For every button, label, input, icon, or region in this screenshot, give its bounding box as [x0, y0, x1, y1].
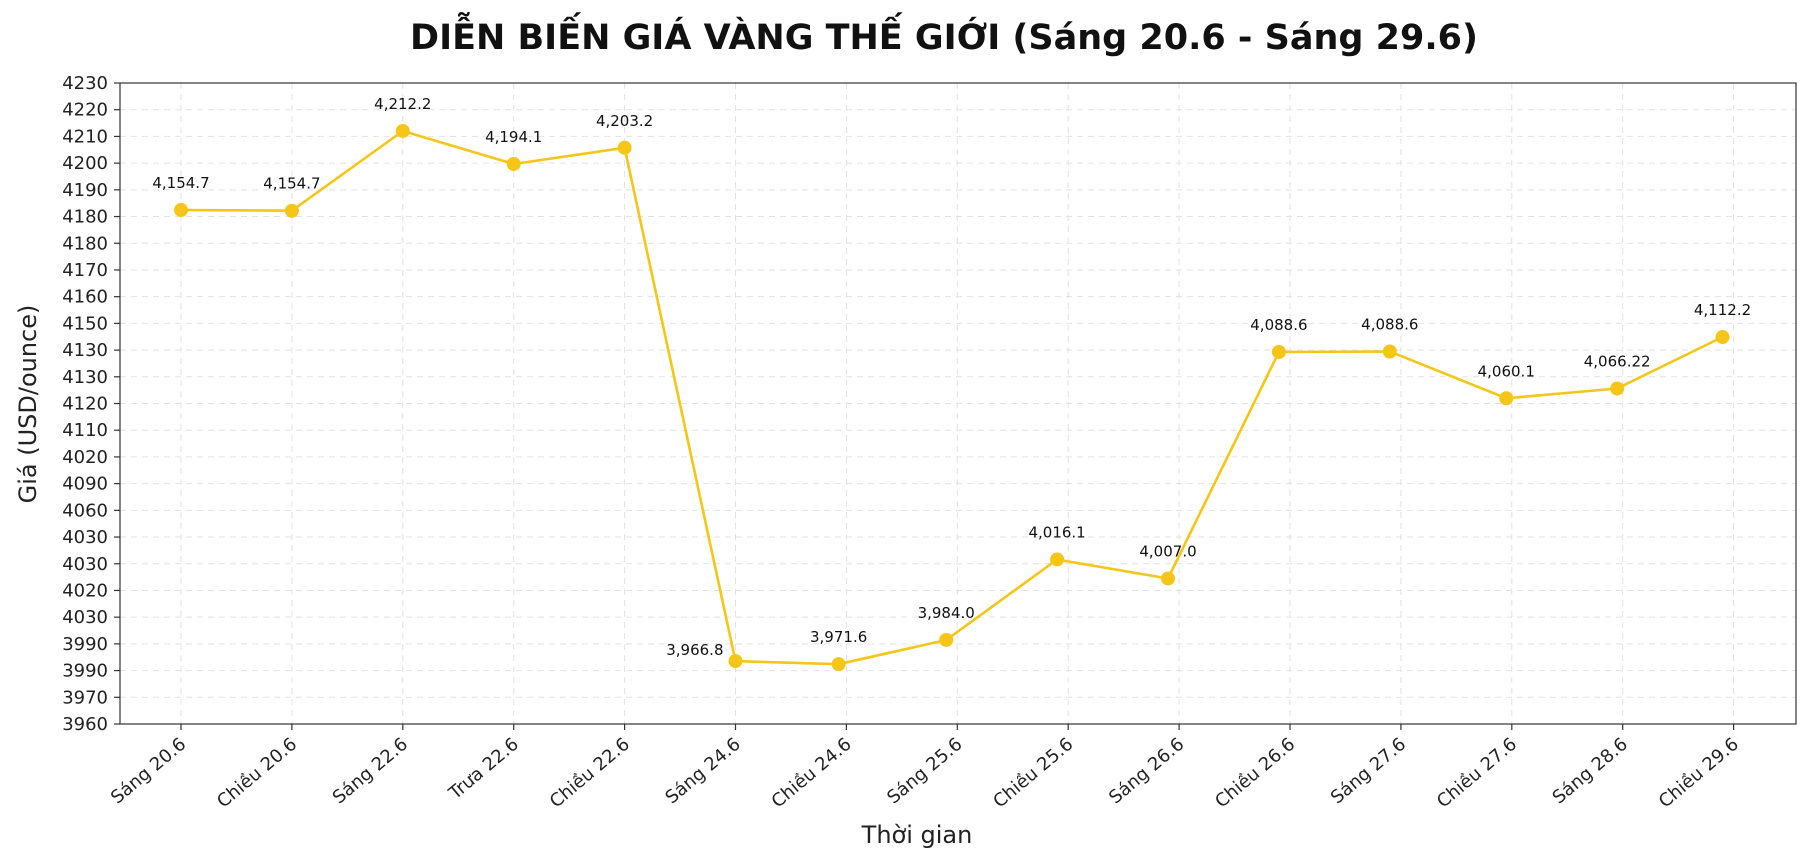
- data-point: [939, 632, 954, 647]
- data-point: [395, 123, 410, 138]
- x-tick-label: Chiều 27.6: [1433, 734, 1521, 813]
- data-label: 4,112.2: [1694, 301, 1751, 319]
- data-point: [1161, 571, 1176, 586]
- data-point: [1715, 330, 1730, 345]
- data-label: 3,966.8: [666, 641, 723, 659]
- y-tick-label: 3960: [62, 714, 108, 735]
- y-tick-label: 3990: [62, 661, 108, 682]
- y-tick-label: 4030: [62, 607, 108, 628]
- y-tick-label: 4130: [62, 340, 108, 361]
- y-tick-label: 4120: [62, 394, 108, 415]
- x-tick-label: Chiều 20.6: [213, 734, 301, 813]
- data-point: [284, 203, 299, 218]
- x-tick-label: Chiều 26.6: [1211, 734, 1299, 813]
- y-tick-label: 4090: [62, 474, 108, 495]
- data-point: [617, 140, 632, 155]
- y-tick-label: 4220: [62, 100, 108, 121]
- data-label: 4,154.7: [152, 174, 209, 192]
- y-tick-label: 4110: [62, 420, 108, 441]
- data-label: 3,971.6: [810, 628, 867, 646]
- data-point: [506, 156, 521, 171]
- y-tick-label: 4060: [62, 500, 108, 521]
- data-point: [831, 657, 846, 672]
- x-tick-label: Sáng 20.6: [107, 734, 190, 809]
- x-tick-label: Chiều 29.6: [1655, 734, 1743, 813]
- y-axis: 3960 3970 3990 3990 4030 4020 4030 4030 4060 4090…: [62, 73, 120, 735]
- y-tick-label: 4180: [62, 233, 108, 254]
- y-tick-label: 4030: [62, 554, 108, 575]
- y-tick-label: 4030: [62, 527, 108, 548]
- x-tick-label: Sáng 24.6: [661, 734, 744, 809]
- y-tick-label: 4190: [62, 180, 108, 201]
- data-label: 4,212.2: [374, 95, 431, 113]
- x-tick-label: Chiều 22.6: [546, 734, 634, 813]
- y-axis-label: Giá (USD/ounce): [14, 305, 42, 504]
- y-tick-label: 4020: [62, 447, 108, 468]
- data-label: 4,088.6: [1361, 316, 1418, 334]
- y-tick-label: 4180: [62, 207, 108, 228]
- x-tick-label: Trưa 22.6: [444, 734, 523, 805]
- data-point: [1050, 552, 1065, 567]
- y-tick-label: 4160: [62, 287, 108, 308]
- y-tick-label: 3970: [62, 687, 108, 708]
- data-point: [728, 654, 743, 669]
- y-tick-label: 4020: [62, 580, 108, 601]
- x-tick-label: Sáng 25.6: [883, 734, 966, 809]
- data-label: 4,088.6: [1250, 316, 1307, 334]
- y-tick-label: 4210: [62, 126, 108, 147]
- x-tick-label: Chiều 25.6: [989, 734, 1077, 813]
- data-point: [1499, 391, 1514, 406]
- y-tick-label: 3990: [62, 634, 108, 655]
- x-tick-label: Sáng 26.6: [1105, 734, 1188, 809]
- data-label: 4,154.7: [263, 175, 320, 193]
- x-tick-label: Chiều 24.6: [768, 734, 856, 813]
- x-tick-label: Sáng 27.6: [1327, 734, 1410, 809]
- y-tick-label: 4170: [62, 260, 108, 281]
- data-label: 4,016.1: [1028, 523, 1085, 541]
- x-axis: Sáng 20.6 Chiều 20.6 Sáng 22.6 Trưa 22.6 Chi…: [107, 724, 1743, 812]
- data-label: 4,066.22: [1584, 353, 1651, 371]
- data-point: [1382, 344, 1397, 359]
- chart-title: DIỄN BIẾN GIÁ VÀNG THẾ GIỚI (Sáng 20.6 -…: [410, 11, 1478, 58]
- data-label: 3,984.0: [918, 604, 975, 622]
- x-tick-label: Sáng 22.6: [329, 734, 412, 809]
- x-tick-label: Sáng 28.6: [1549, 734, 1632, 809]
- data-point: [1610, 381, 1625, 396]
- data-label: 4,060.1: [1478, 362, 1535, 380]
- x-axis-label: Thời gian: [861, 821, 973, 849]
- data-point: [1271, 344, 1286, 359]
- y-tick-label: 4200: [62, 153, 108, 174]
- y-tick-label: 4150: [62, 313, 108, 334]
- data-point: [174, 203, 188, 218]
- data-label: 4,007.0: [1139, 542, 1196, 560]
- price-series: 4,154.7 4,154.7 4,212.2 4,194.1 4,203.2 3,966…: [152, 95, 1751, 672]
- y-tick-label: 4230: [62, 73, 108, 94]
- grid-layer: [120, 82, 1796, 725]
- price-line: [180, 129, 1724, 666]
- y-tick-label: 4130: [62, 367, 108, 388]
- data-label: 4,194.1: [485, 128, 542, 146]
- data-label: 4,203.2: [596, 112, 653, 130]
